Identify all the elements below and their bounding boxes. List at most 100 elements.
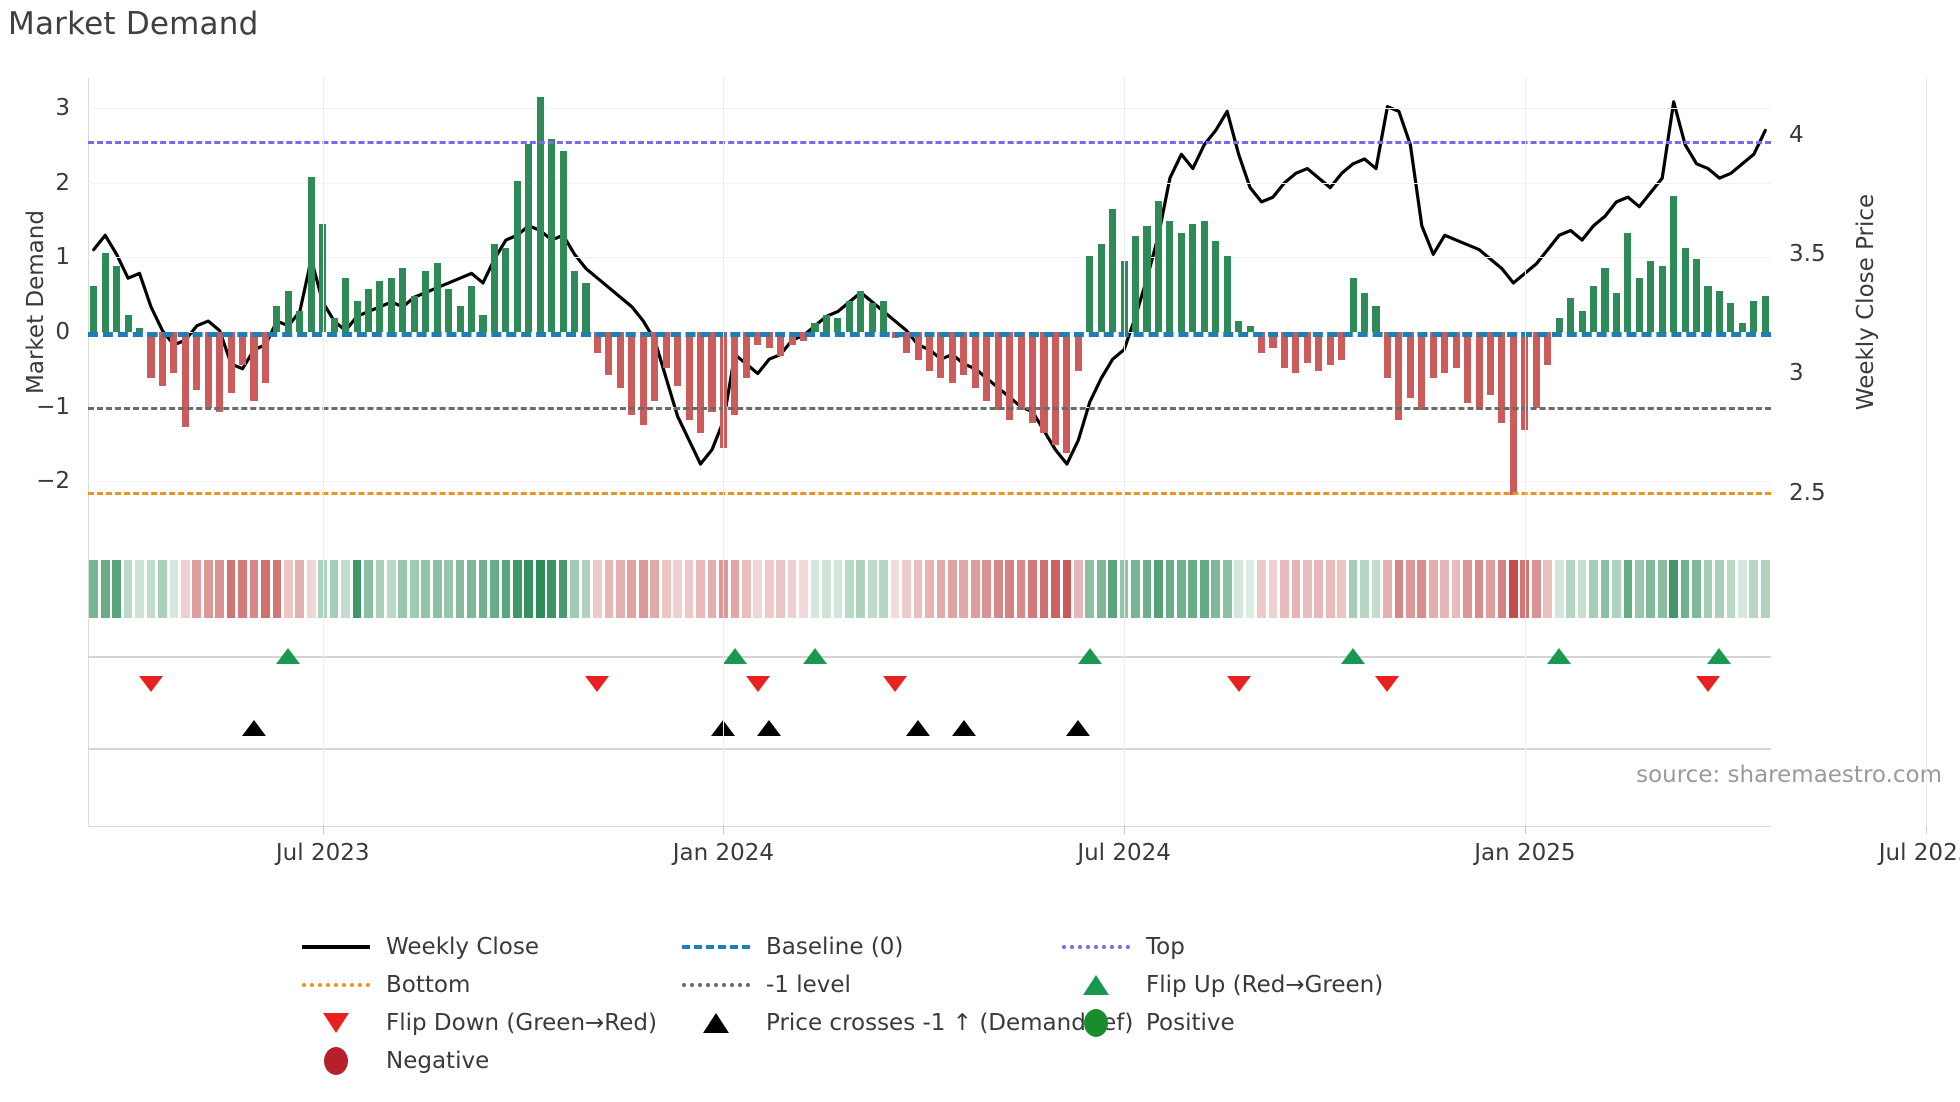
demand-bar [960,331,968,376]
heatmap-cell [1394,560,1404,618]
heatmap-cell [501,560,511,618]
marker-flip-down [1375,676,1400,692]
heatmap-cell [1337,560,1346,618]
heatmap-cell [203,560,213,618]
heatmap-cell [1371,560,1381,618]
y-tick-label: −1 [36,393,70,420]
demand-bar [1647,260,1655,332]
heatmap-cell [295,560,305,618]
heatmap-cell [180,560,190,618]
heatmap-cell [1406,560,1415,618]
heatmap-cell [787,560,797,618]
reference-line-1-level [88,406,1771,410]
heatmap-cell [1543,560,1553,618]
heatmap-cell [329,560,339,618]
demand-bar [1051,331,1059,446]
reference-line-top [88,141,1771,145]
demand-bar [593,331,602,353]
marker-flip-down [1226,676,1251,692]
heatmap-cell [570,560,579,618]
legend-item[interactable]: Baseline (0) [680,928,1060,966]
heatmap-cell [158,560,167,618]
chart-legend: Weekly Close Baseline (0) Top Bottom -1 leve… [300,928,1660,1080]
legend-item[interactable]: -1 level [680,966,1060,1004]
heatmap-cell [284,560,293,618]
demand-bar [1555,318,1563,332]
price-tick-label: 3.5 [1789,241,1826,268]
heatmap-cell [1096,560,1106,618]
demand-bar [1704,285,1712,332]
heatmap-cell [1383,560,1392,618]
gridline [88,257,1771,259]
y-tick-label: 0 [55,318,70,345]
demand-bar [811,322,819,332]
demand-bar [1475,331,1483,411]
heatmap-cell [833,560,843,618]
y-tick-label: 3 [55,94,70,121]
demand-bar [1006,331,1014,420]
heatmap-cell [100,560,110,618]
heatmap-cell [318,560,328,618]
demand-bar [1738,322,1746,332]
heatmap-cell [948,560,957,618]
legend-item[interactable]: Weekly Close [300,928,680,966]
demand-bar [1326,331,1334,366]
legend-item[interactable]: Flip Down (Green→Red) [300,1004,680,1042]
legend-item[interactable]: Price crosses -1 ↑ (Demand ref) [680,1004,1133,1042]
heatmap-cell [512,560,522,618]
heatmap-cell [776,560,785,618]
heatmap-cell [684,560,694,618]
demand-bar [651,331,659,401]
marker-flip-up [1547,648,1572,664]
heatmap-cell [1142,560,1152,618]
heatmap-cell [375,560,385,618]
x-tick-label: Jul 2023 [275,840,370,866]
heatmap-cell [352,560,362,618]
demand-bar [124,315,132,332]
legend-label: Negative [386,1048,490,1074]
legend-item[interactable]: Top [1060,928,1480,966]
demand-bar [1464,331,1472,403]
demand-bar [467,285,476,332]
legend-item[interactable]: Negative [300,1042,680,1080]
heatmap-cell [547,560,557,618]
heatmap-cell [1509,560,1518,618]
heatmap-cell [730,560,740,618]
heatmap-cell [1211,560,1221,618]
heatmap-cell [970,560,980,618]
x-tick-label: Jan 2024 [672,840,775,866]
heatmap-cell [306,560,316,618]
demand-bar [1429,331,1437,379]
x-gridline [1124,78,1126,826]
heatmap-cell [741,560,751,618]
legend-dotted-line-icon [682,983,750,987]
heatmap-cell [1108,560,1118,618]
legend-triangle-up-icon [1083,975,1109,995]
legend-item[interactable]: Bottom [300,966,680,1004]
demand-bar [216,331,224,413]
heatmap-cell [261,560,270,618]
heatmap-cell [146,560,156,618]
marker-flip-up [1077,648,1102,664]
demand-bar [616,331,624,388]
marker-price-cross [757,720,782,736]
heatmap-cell [1028,560,1037,618]
demand-bar [1086,255,1094,332]
heatmap-cell [959,560,969,618]
demand-bar [1486,331,1495,396]
demand-bar [1578,310,1586,332]
demand-bar [1418,331,1426,411]
heatmap-cell [810,560,820,618]
heatmap-cell [558,560,568,618]
price-tick-label: 2.5 [1789,479,1826,506]
marker-price-cross [1066,720,1091,736]
y-tick-label: −2 [36,468,70,495]
heatmap-cell [1760,560,1770,618]
legend-item[interactable]: Flip Up (Red→Green) [1060,966,1480,1004]
demand-bar [284,290,292,332]
legend-item[interactable]: Positive [1060,1004,1480,1042]
heatmap-cell [1600,560,1610,618]
heatmap-cell [1325,560,1335,618]
heatmap-cell [993,560,1003,618]
demand-bar [857,290,865,332]
